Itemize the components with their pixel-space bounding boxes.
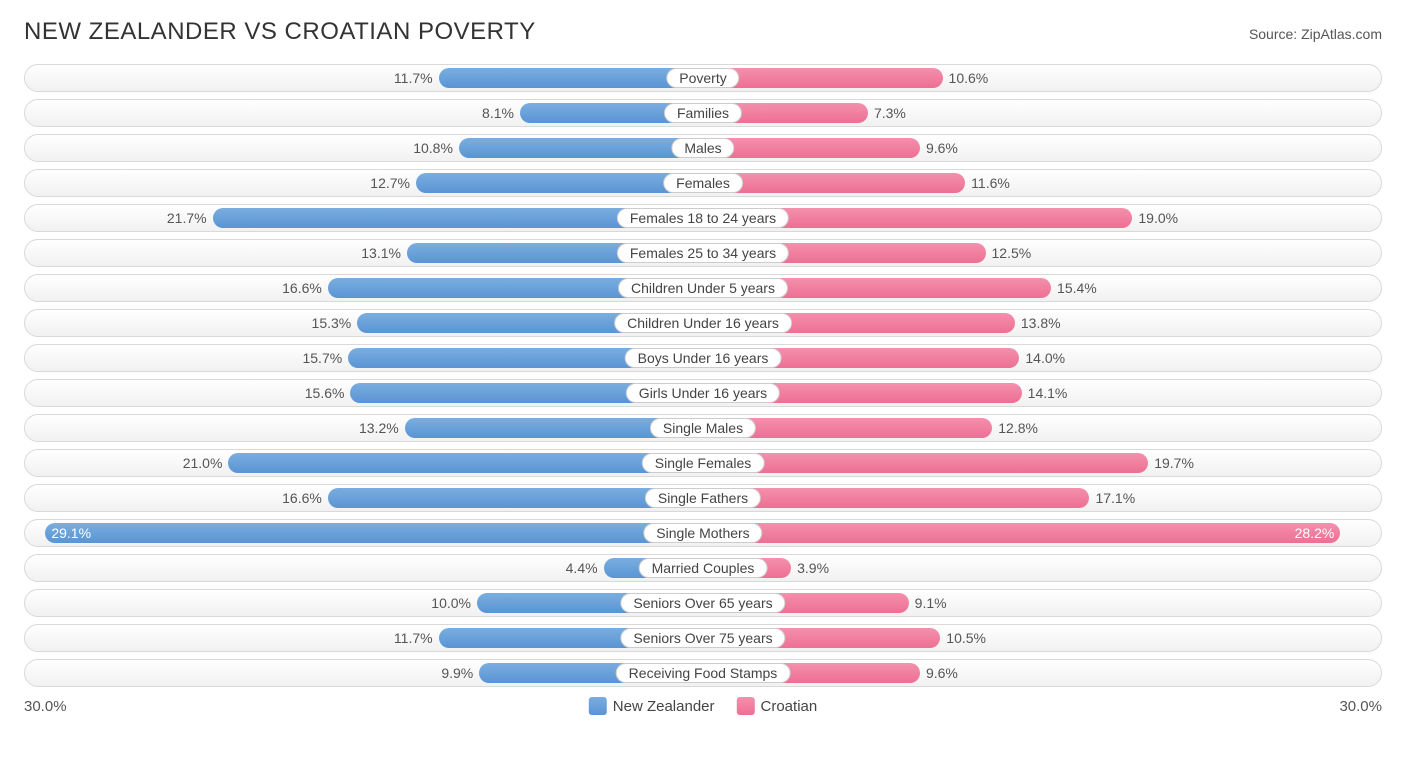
value-label-left: 15.3% [312,315,358,331]
bar-row: 13.1% 12.5% Females 25 to 34 years [24,239,1382,267]
value-label-left: 10.8% [413,140,459,156]
bar-right: 9.6% [703,138,920,158]
bar-row: 10.8%9.6%Males [24,134,1382,162]
category-pill: Children Under 16 years [614,313,792,333]
value-label-left: 11.7% [394,70,439,86]
bar-row: 8.1% 7.3% Families [24,99,1382,127]
chart-title: NEW ZEALANDER VS CROATIAN POVERTY [24,18,536,46]
value-label-right: 28.2% [1295,525,1335,541]
bar-row: 15.3% 13.8% Children Under 16 years [24,309,1382,337]
bar-row: 21.7% 19.0% Females 18 to 24 years [24,204,1382,232]
legend-label-left: New Zealander [613,698,715,715]
value-label-left: 9.9% [441,665,479,681]
value-label-right: 17.1% [1089,490,1135,506]
bar-row: 29.1% 28.2% Single Mothers [24,519,1382,547]
axis-max-left: 30.0% [24,698,67,715]
legend-swatch-left [589,697,607,715]
value-label-right: 9.6% [920,665,958,681]
value-label-left: 15.7% [302,350,348,366]
value-label-right: 9.1% [909,595,947,611]
bar-row: 12.7% 11.6% Females [24,169,1382,197]
value-label-right: 14.1% [1022,385,1068,401]
value-label-right: 9.6% [920,140,958,156]
bar-left: 11.7% [439,68,703,88]
value-label-left: 16.6% [282,280,328,296]
value-label-left: 16.6% [282,490,328,506]
category-pill: Poverty [666,68,739,88]
legend-label-right: Croatian [761,698,818,715]
chart-header: NEW ZEALANDER VS CROATIAN POVERTY Source… [24,18,1382,46]
category-pill: Seniors Over 75 years [620,628,785,648]
bar-left: 29.1% [45,523,703,543]
value-label-right: 10.5% [940,630,986,646]
category-pill: Females [663,173,743,193]
category-pill: Single Mothers [643,523,762,543]
value-label-right: 15.4% [1051,280,1097,296]
value-label-left: 21.7% [167,210,213,226]
value-label-right: 19.0% [1132,210,1178,226]
diverging-bar-chart: 11.7%10.6%Poverty8.1%7.3%Families10.8%9.… [24,64,1382,687]
category-pill: Males [671,138,734,158]
bar-row: 13.2% 12.8% Single Males [24,414,1382,442]
value-label-left: 13.1% [361,245,407,261]
legend: New Zealander Croatian [589,697,817,715]
category-pill: Married Couples [639,558,768,578]
bar-row: 4.4% 3.9% Married Couples [24,554,1382,582]
bar-right: 28.2% [703,523,1340,543]
bar-row: 11.7% 10.6% Poverty [24,64,1382,92]
value-label-right: 7.3% [868,105,906,121]
value-label-left: 21.0% [183,455,229,471]
chart-source: Source: ZipAtlas.com [1249,26,1382,42]
bar-row: 15.6% 14.1% Girls Under 16 years [24,379,1382,407]
legend-swatch-right [737,697,755,715]
value-label-left: 15.6% [305,385,351,401]
value-label-right: 12.8% [992,420,1038,436]
value-label-left: 10.0% [431,595,477,611]
category-pill: Females 18 to 24 years [617,208,789,228]
value-label-left: 8.1% [482,105,520,121]
bar-row: 16.6%17.1%Single Fathers [24,484,1382,512]
legend-item-right: Croatian [737,697,818,715]
category-pill: Females 25 to 34 years [617,243,789,263]
value-label-right: 11.6% [965,175,1010,191]
bar-row: 9.9% 9.6% Receiving Food Stamps [24,659,1382,687]
bar-left: 10.8% [459,138,703,158]
chart-footer: 30.0% New Zealander Croatian 30.0% [24,694,1382,718]
category-pill: Single Males [650,418,756,438]
bar-left: 21.0% [228,453,703,473]
bar-left: 12.7% [416,173,703,193]
category-pill: Single Females [642,453,765,473]
bar-right: 17.1% [703,488,1089,508]
category-pill: Boys Under 16 years [625,348,782,368]
value-label-right: 19.7% [1148,455,1194,471]
value-label-left: 4.4% [566,560,604,576]
axis-max-right: 30.0% [1339,698,1382,715]
legend-item-left: New Zealander [589,697,715,715]
value-label-left: 12.7% [370,175,416,191]
bar-right: 19.7% [703,453,1148,473]
bar-row: 11.7% 10.5% Seniors Over 75 years [24,624,1382,652]
value-label-left: 11.7% [394,630,439,646]
category-pill: Seniors Over 65 years [620,593,785,613]
value-label-left: 13.2% [359,420,405,436]
bar-row: 10.0% 9.1% Seniors Over 65 years [24,589,1382,617]
value-label-left: 29.1% [51,525,91,541]
value-label-right: 13.8% [1015,315,1061,331]
category-pill: Girls Under 16 years [626,383,780,403]
value-label-right: 12.5% [986,245,1032,261]
bar-row: 15.7% 14.0% Boys Under 16 years [24,344,1382,372]
category-pill: Children Under 5 years [618,278,788,298]
category-pill: Single Fathers [645,488,761,508]
bar-row: 21.0%19.7%Single Females [24,449,1382,477]
category-pill: Families [664,103,742,123]
bar-row: 16.6% 15.4% Children Under 5 years [24,274,1382,302]
value-label-right: 10.6% [943,70,989,86]
value-label-right: 14.0% [1019,350,1065,366]
value-label-right: 3.9% [791,560,829,576]
category-pill: Receiving Food Stamps [616,663,791,683]
